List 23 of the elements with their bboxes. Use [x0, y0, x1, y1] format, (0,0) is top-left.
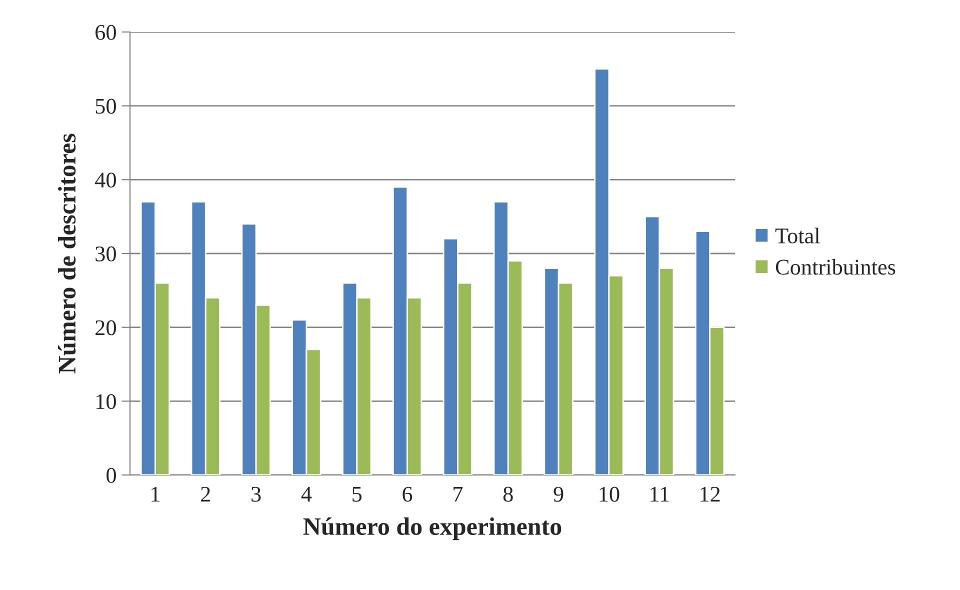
x-tick-label: 3	[252, 486, 261, 502]
x-tick-label: 2	[201, 486, 210, 502]
y-tick-label: 0	[106, 468, 116, 483]
x-tick-label: 12	[700, 486, 720, 502]
y-tick-label: 10	[96, 394, 116, 410]
y-tick-label: 50	[96, 98, 116, 114]
x-tick-label: 6	[402, 486, 412, 502]
x-tick-label: 1	[152, 486, 160, 502]
x-tick-label: 4	[301, 486, 312, 502]
x-axis-title: Número do experimento	[303, 517, 562, 540]
x-tick-label: 10	[600, 486, 620, 502]
x-tick-label: 5	[352, 486, 362, 502]
y-axis-title: Número de descritores	[58, 134, 76, 374]
x-tick-label: 11	[650, 486, 669, 502]
y-tick-label: 60	[96, 24, 116, 40]
legend-label: Contribuintes	[776, 259, 896, 275]
x-tick-label: 8	[503, 486, 513, 502]
y-tick-label: 20	[96, 320, 116, 336]
y-tick-label: 30	[96, 246, 116, 262]
y-tick-label: 40	[95, 172, 116, 188]
x-tick-label: 7	[454, 486, 463, 502]
legend-label: Total	[775, 228, 820, 244]
x-tick-label: 9	[554, 486, 564, 502]
